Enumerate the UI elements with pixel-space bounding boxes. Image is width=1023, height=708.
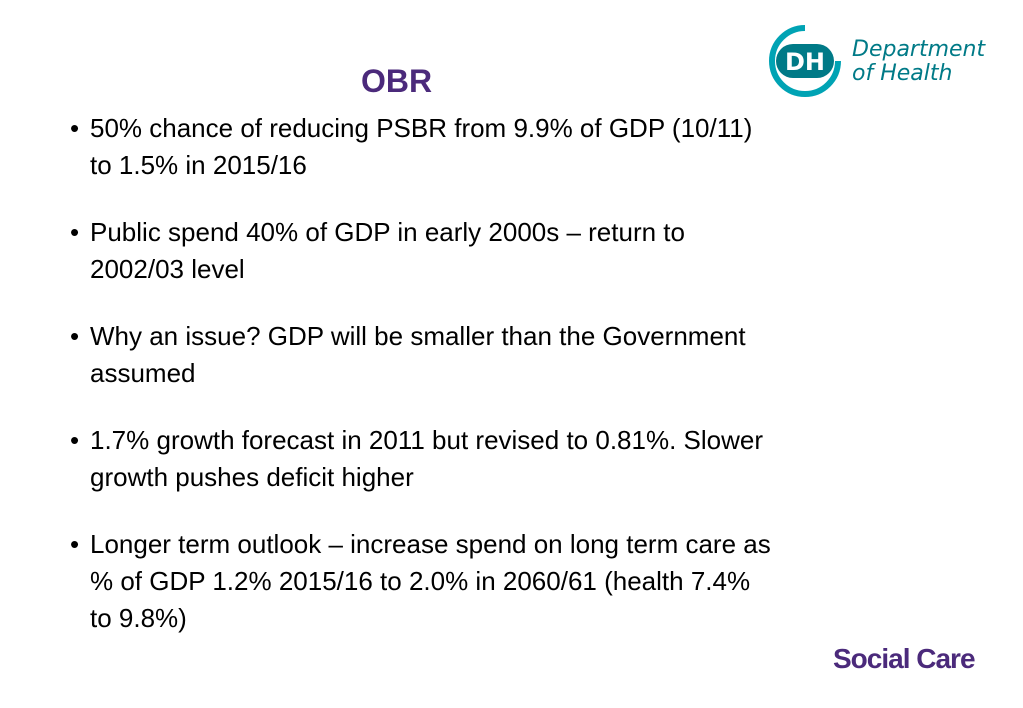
bullet-item: • 1.7% growth forecast in 2011 but revis… (70, 422, 930, 496)
bullet-line: to 1.5% in 2015/16 (90, 150, 307, 180)
bullet-line: growth pushes deficit higher (90, 462, 414, 492)
bullet-item: • Why an issue? GDP will be smaller than… (70, 318, 930, 392)
bullet-line: % of GDP 1.2% 2015/16 to 2.0% in 2060/61… (90, 566, 751, 596)
department-of-health-logo: DH Department of Health (766, 22, 1002, 100)
bullet-line: 50% chance of reducing PSBR from 9.9% of… (90, 113, 753, 143)
bullet-dot-icon: • (70, 113, 80, 143)
logo-mark-text: DH (785, 48, 825, 76)
logo-line-of-health: of Health (852, 61, 953, 86)
bullet-line: Longer term outlook – increase spend on … (90, 529, 771, 559)
bullet-item: • Public spend 40% of GDP in early 2000s… (70, 214, 930, 288)
dh-logo-mark-icon: DH (769, 25, 841, 97)
bullet-list: • 50% chance of reducing PSBR from 9.9% … (70, 110, 930, 667)
bullet-line: to 9.8%) (90, 603, 187, 633)
bullet-dot-icon: • (70, 321, 80, 351)
bullet-dot-icon: • (70, 425, 80, 455)
slide-title: OBR (361, 63, 433, 99)
bullet-dot-icon: • (70, 529, 80, 559)
bullet-item: • Longer term outlook – increase spend o… (70, 526, 930, 637)
logo-line-department: Department (852, 37, 986, 62)
logo-wordmark: Department of Health (852, 38, 985, 86)
bullet-line: Why an issue? GDP will be smaller than t… (90, 321, 746, 351)
bullet-item: • 50% chance of reducing PSBR from 9.9% … (70, 110, 930, 184)
bullet-line: 1.7% growth forecast in 2011 but revised… (90, 425, 764, 455)
bullet-line: assumed (90, 358, 196, 388)
bullet-line: 2002/03 level (90, 254, 245, 284)
bullet-dot-icon: • (70, 217, 80, 247)
footer-social-care: Social Care (833, 643, 976, 674)
bullet-line: Public spend 40% of GDP in early 2000s –… (90, 217, 685, 247)
